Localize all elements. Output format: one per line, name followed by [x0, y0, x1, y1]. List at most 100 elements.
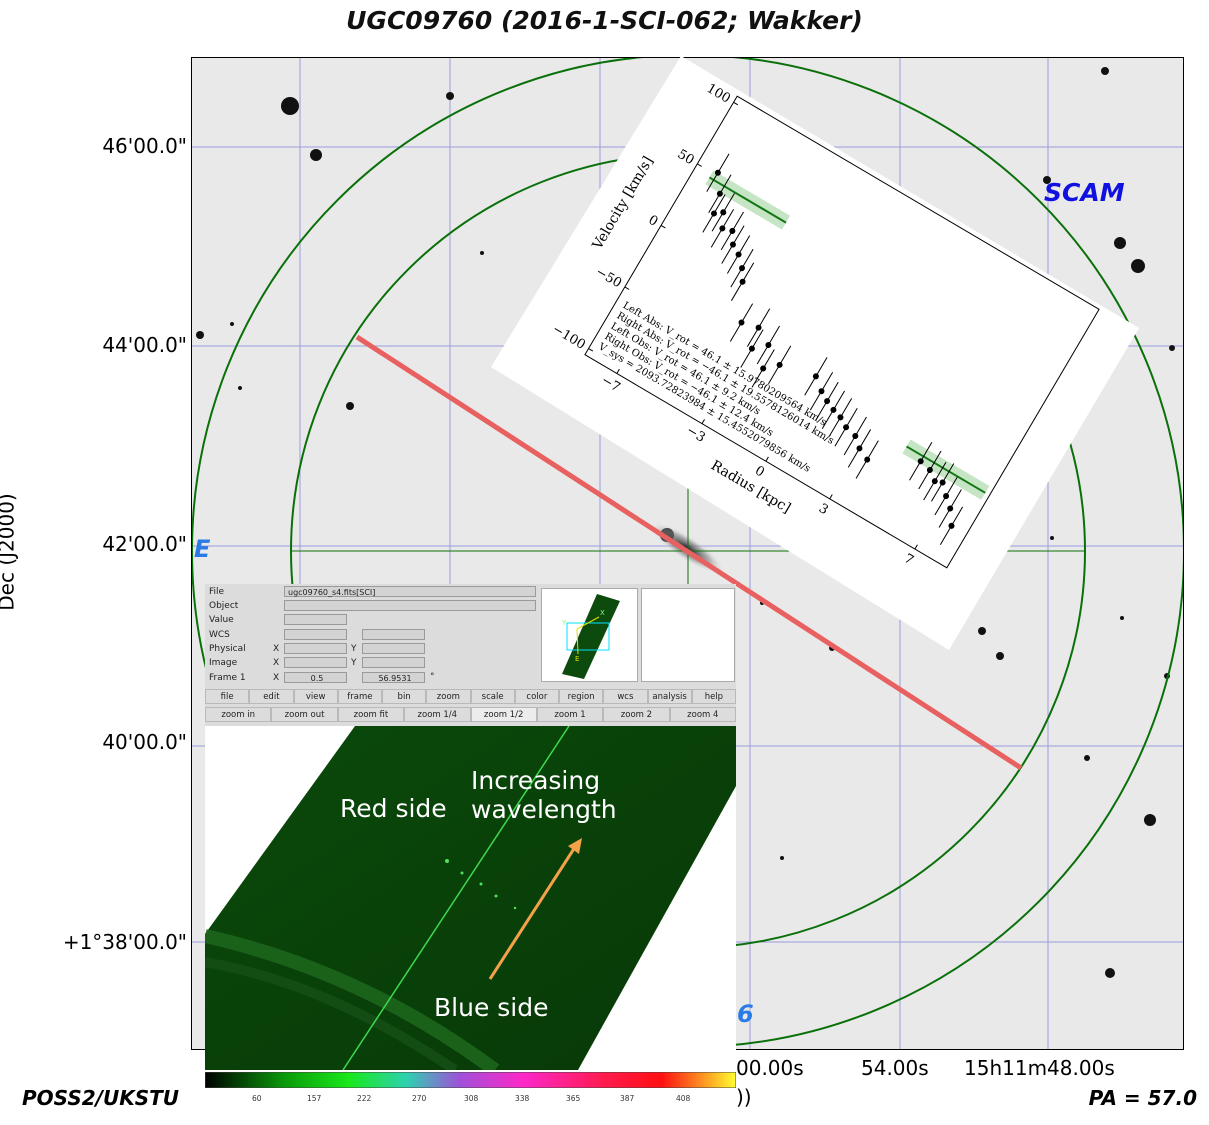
- data-point-9: [739, 278, 746, 285]
- panner-e-label: E: [575, 655, 579, 663]
- value-field[interactable]: [284, 614, 347, 625]
- data-point-1: [716, 190, 723, 197]
- menu-analysis[interactable]: analysis: [647, 689, 692, 704]
- physical-label: Physical: [209, 644, 246, 654]
- menu-bin[interactable]: bin: [382, 689, 427, 704]
- ytick-38: +1°38'00.0": [62, 930, 187, 954]
- ds9-info-panel: File ugc09760_s4.fits[SCI] Object Value …: [205, 584, 736, 726]
- data-point-17: [818, 388, 825, 395]
- menu-wcs[interactable]: wcs: [603, 689, 648, 704]
- data-point-29: [943, 493, 950, 500]
- data-point-18: [824, 398, 831, 405]
- x-tick-mark: [829, 494, 833, 500]
- data-point-8: [738, 265, 745, 272]
- panner-thumbnail: X Y E: [561, 594, 620, 679]
- data-point-28: [939, 479, 946, 486]
- value-label: Value: [209, 615, 234, 625]
- menu-view[interactable]: view: [293, 689, 338, 704]
- menu-color[interactable]: color: [514, 689, 559, 704]
- panner-x-label: X: [600, 609, 605, 617]
- card-background: [491, 56, 1139, 650]
- data-point-24: [864, 456, 871, 463]
- y-tick-mark: [660, 224, 666, 229]
- ytick-42: 42'00.0": [102, 532, 187, 556]
- button-zoom-in[interactable]: zoom in: [205, 707, 272, 722]
- data-point-15: [776, 361, 783, 368]
- image-y-field[interactable]: [362, 657, 425, 668]
- button-zoom-1[interactable]: zoom 1: [536, 707, 604, 722]
- file-label: File: [209, 587, 225, 597]
- data-point-12: [748, 345, 755, 352]
- x-tick-mark: [701, 419, 705, 424]
- degree-symbol: °: [430, 672, 435, 682]
- menu-file[interactable]: file: [205, 689, 250, 704]
- spectrum-svg: [205, 726, 736, 1070]
- data-point-22: [852, 432, 859, 439]
- data-point-7: [735, 251, 742, 258]
- colorbar-tick: 387: [620, 1094, 635, 1103]
- wcs-field[interactable]: [284, 629, 347, 640]
- file-field[interactable]: ugc09760_s4.fits[SCI]: [284, 586, 536, 597]
- blue-side-label: Blue side: [434, 993, 549, 1022]
- frame-x-field[interactable]: 0.5: [284, 672, 347, 683]
- button-zoom-fit[interactable]: zoom fit: [337, 707, 405, 722]
- colorbar-tick: 408: [676, 1094, 691, 1103]
- physical-x-field[interactable]: [284, 643, 347, 654]
- colorbar-tick: 60: [252, 1094, 262, 1103]
- data-point-25: [917, 458, 924, 465]
- physical-x-label: X: [273, 644, 280, 654]
- image-x-field[interactable]: [284, 657, 347, 668]
- data-point-26: [926, 466, 933, 473]
- ytick-40: 40'00.0": [102, 730, 187, 754]
- menu-region[interactable]: region: [559, 689, 604, 704]
- menu-edit[interactable]: edit: [249, 689, 294, 704]
- colorbar-tick: 365: [566, 1094, 581, 1103]
- magnifier-view: [641, 588, 735, 682]
- object-label: Object: [209, 601, 239, 611]
- fit-line-1: [905, 445, 986, 494]
- panner-y-label: Y: [561, 619, 567, 627]
- colorbar-tick: 338: [515, 1094, 530, 1103]
- data-point-14: [760, 365, 767, 372]
- object-field[interactable]: [284, 600, 536, 611]
- colorbar-svg: [204, 1071, 737, 1089]
- menu-scale[interactable]: scale: [470, 689, 515, 704]
- spectrum-image: Increasing wavelength Red side Blue side: [205, 726, 736, 1070]
- data-point-30: [947, 505, 954, 512]
- xtick-54s: 54.00s: [861, 1056, 929, 1080]
- panner-view[interactable]: X Y E: [541, 588, 638, 682]
- ytick-44: 44'00.0": [102, 333, 187, 357]
- wcs-label: WCS: [209, 630, 230, 640]
- data-point-10: [738, 319, 745, 326]
- data-point-5: [729, 227, 736, 234]
- menu-frame[interactable]: frame: [337, 689, 382, 704]
- data-point-16: [812, 373, 819, 380]
- data-point-13: [765, 342, 772, 349]
- xtick-48s: 15h11m48.00s: [964, 1056, 1115, 1080]
- button-zoom-out[interactable]: zoom out: [271, 707, 338, 722]
- data-point-23: [856, 445, 863, 452]
- physical-y-field[interactable]: [362, 643, 425, 654]
- x-tick-mark: [914, 544, 918, 550]
- data-point-3: [710, 210, 717, 217]
- menu-help[interactable]: help: [691, 689, 736, 704]
- galaxy-trace: [445, 859, 517, 910]
- button-zoom-2[interactable]: zoom 2: [603, 707, 670, 722]
- button-zoom-1-4[interactable]: zoom 1/4: [404, 707, 471, 722]
- x-tick-mark: [616, 368, 620, 374]
- y-tick-mark: [697, 163, 702, 167]
- scam-label: SCAM: [1044, 178, 1125, 207]
- colorbar-tick: 222: [357, 1094, 372, 1103]
- button-zoom-1-2[interactable]: zoom 1/2: [470, 707, 537, 722]
- slit-line: [355, 334, 1023, 771]
- increasing-wavelength-label: Increasing wavelength: [471, 766, 617, 824]
- frame-y-field[interactable]: 56.9531: [362, 672, 425, 683]
- wcs-field-2[interactable]: [362, 629, 425, 640]
- colorbar[interactable]: [204, 1071, 737, 1089]
- data-point-6: [729, 241, 736, 248]
- data-point-27: [931, 478, 938, 485]
- data-point-20: [837, 414, 844, 421]
- menu-zoom[interactable]: zoom: [426, 689, 471, 704]
- button-zoom-4[interactable]: zoom 4: [669, 707, 736, 722]
